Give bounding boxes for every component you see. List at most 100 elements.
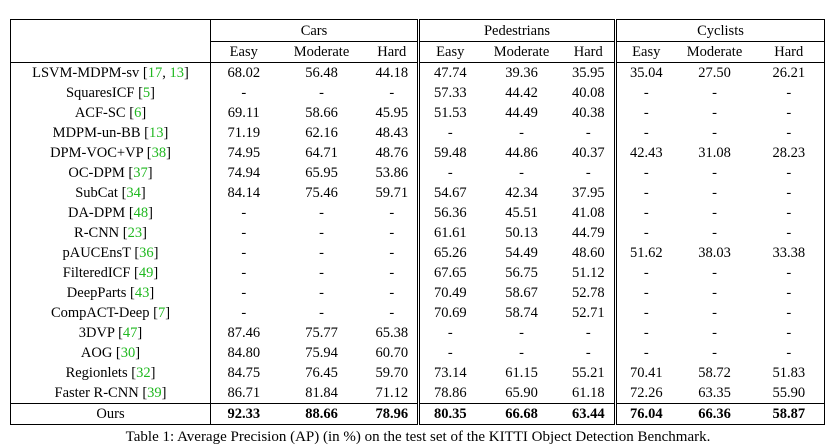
value-cell: 76.04 xyxy=(614,403,676,425)
value-cell: - xyxy=(614,303,676,323)
citation-link[interactable]: 34 xyxy=(126,185,141,201)
value-cell: 55.21 xyxy=(562,363,616,383)
method-name: CompACT-Deep xyxy=(50,305,154,321)
value-cell: 65.95 xyxy=(305,165,338,181)
subheader-cell: Hard xyxy=(753,41,826,63)
value-cell: - xyxy=(319,205,324,221)
subheader-row: Easy Moderate Hard Easy Moderate Hard Easy Mode… xyxy=(10,41,826,63)
value-cell: 66.68 xyxy=(480,403,563,425)
value-cell: - xyxy=(562,323,616,343)
value-cell: 59.71 xyxy=(366,183,419,203)
method-cell: AOG [30] xyxy=(10,343,211,363)
value-cell: - xyxy=(241,265,247,281)
value-cell: - xyxy=(417,323,481,343)
value-cell: - xyxy=(366,83,419,103)
value-cell: 44.86 xyxy=(505,145,538,161)
value-cell: - xyxy=(241,85,247,101)
citation-link[interactable]: 6 xyxy=(134,105,142,121)
value-cell: - xyxy=(366,243,419,263)
value-cell: 70.69 xyxy=(417,303,481,323)
citation-link[interactable]: 7 xyxy=(157,305,166,321)
table-row: SubCat [34] 84.14 75.46 59.71 54.67 42.34 37.9… xyxy=(10,183,826,203)
stub-subheader xyxy=(10,41,211,63)
citation-link[interactable]: 43 xyxy=(134,285,150,301)
citation-link[interactable]: 49 xyxy=(138,265,154,281)
value-cell: 61.18 xyxy=(562,383,616,404)
value-cell: 65.26 xyxy=(417,243,481,263)
value-cell: - xyxy=(753,323,826,343)
value-cell: 54.67 xyxy=(417,183,481,203)
method-cell: SubCat [34] xyxy=(10,183,211,203)
value-cell: 73.14 xyxy=(417,363,481,383)
value-cell: 33.38 xyxy=(753,243,826,263)
value-cell: 51.83 xyxy=(753,363,826,383)
value-cell: 48.43 xyxy=(366,123,419,143)
value-cell: 40.08 xyxy=(562,83,616,103)
value-cell: - xyxy=(712,205,717,221)
citation-link[interactable]: 13 xyxy=(169,65,185,81)
value-cell: 52.71 xyxy=(562,303,616,323)
citation-link[interactable]: 47 xyxy=(122,325,138,341)
citation-link[interactable]: 23 xyxy=(127,225,143,241)
table-row: DeepParts [43] - - -70.49 58.67 52.78- - - xyxy=(10,283,826,303)
table-row: OC-DPM [37] 74.94 65.95 53.86- - - - - - xyxy=(10,163,826,183)
subheader-cell: Easy xyxy=(210,41,277,63)
table-row: SquaresICF [5] - - -57.33 44.42 40.08- - - xyxy=(10,83,826,103)
value-cell: - xyxy=(519,325,524,341)
method-cell: 3DVP [47] xyxy=(10,323,211,343)
value-cell: 66.36 xyxy=(675,403,754,425)
value-cell: 28.23 xyxy=(753,143,826,163)
value-cell: - xyxy=(562,343,616,363)
value-cell: 40.37 xyxy=(562,143,616,163)
value-cell: 59.70 xyxy=(366,363,419,383)
value-cell: 80.35 xyxy=(417,403,481,425)
value-cell: 38.03 xyxy=(698,245,731,261)
value-cell: 40.38 xyxy=(562,103,616,123)
value-cell: - xyxy=(712,105,717,121)
citation-link[interactable]: 39 xyxy=(147,385,162,401)
value-cell: - xyxy=(614,163,676,183)
value-cell: 60.70 xyxy=(366,343,419,363)
value-cell: 75.94 xyxy=(305,345,338,361)
table-row: AOG [30] 84.80 75.94 60.70- - - - - - xyxy=(10,343,826,363)
method-name: Ours xyxy=(96,406,125,422)
value-cell: 84.75 xyxy=(227,365,261,381)
citation-link[interactable]: 36 xyxy=(139,245,154,261)
value-cell: - xyxy=(519,125,524,141)
citation-link[interactable]: 37 xyxy=(133,165,148,181)
citation-link[interactable]: 13 xyxy=(148,125,164,141)
method-cell: R-CNN [23] xyxy=(10,223,211,243)
subheader-cell: Easy xyxy=(417,41,481,63)
table-row: Faster R-CNN [39] 86.71 81.84 71.12 78.86 65.… xyxy=(10,383,826,404)
citation-link[interactable]: 30 xyxy=(120,345,136,361)
citation-link[interactable]: 17 xyxy=(147,65,163,81)
value-cell: 37.95 xyxy=(562,183,616,203)
value-cell: 84.14 xyxy=(227,185,261,201)
value-cell: - xyxy=(319,225,324,241)
method-cell: pAUCEnsT [36] xyxy=(10,243,211,263)
citation-link[interactable]: 32 xyxy=(136,365,151,381)
value-cell: 55.90 xyxy=(753,383,826,404)
value-cell: 65.90 xyxy=(505,385,538,401)
method-name: DA-DPM xyxy=(67,205,129,221)
citation-link[interactable]: 5 xyxy=(142,85,151,101)
value-cell: - xyxy=(417,123,481,143)
method-name: Regionlets xyxy=(65,365,132,381)
method-cell: DPM-VOC+VP [38] xyxy=(10,143,211,163)
method-name: Faster R-CNN xyxy=(54,385,143,401)
citation-link[interactable]: 48 xyxy=(133,205,149,221)
citation-link[interactable]: 38 xyxy=(151,145,167,161)
value-cell: 50.13 xyxy=(505,225,538,241)
value-cell: - xyxy=(712,285,717,301)
method-cell: ACF-SC [6] xyxy=(10,103,211,123)
subheader-cell: Moderate xyxy=(480,41,563,63)
value-cell: 58.72 xyxy=(698,365,731,381)
value-cell: - xyxy=(712,305,717,321)
method-cell: Regionlets [32] xyxy=(10,363,211,383)
value-cell: - xyxy=(614,183,676,203)
value-cell: 86.71 xyxy=(227,385,261,401)
value-cell: - xyxy=(614,263,676,283)
value-cell: - xyxy=(366,283,419,303)
value-cell: - xyxy=(753,203,826,223)
value-cell: 59.48 xyxy=(417,143,481,163)
